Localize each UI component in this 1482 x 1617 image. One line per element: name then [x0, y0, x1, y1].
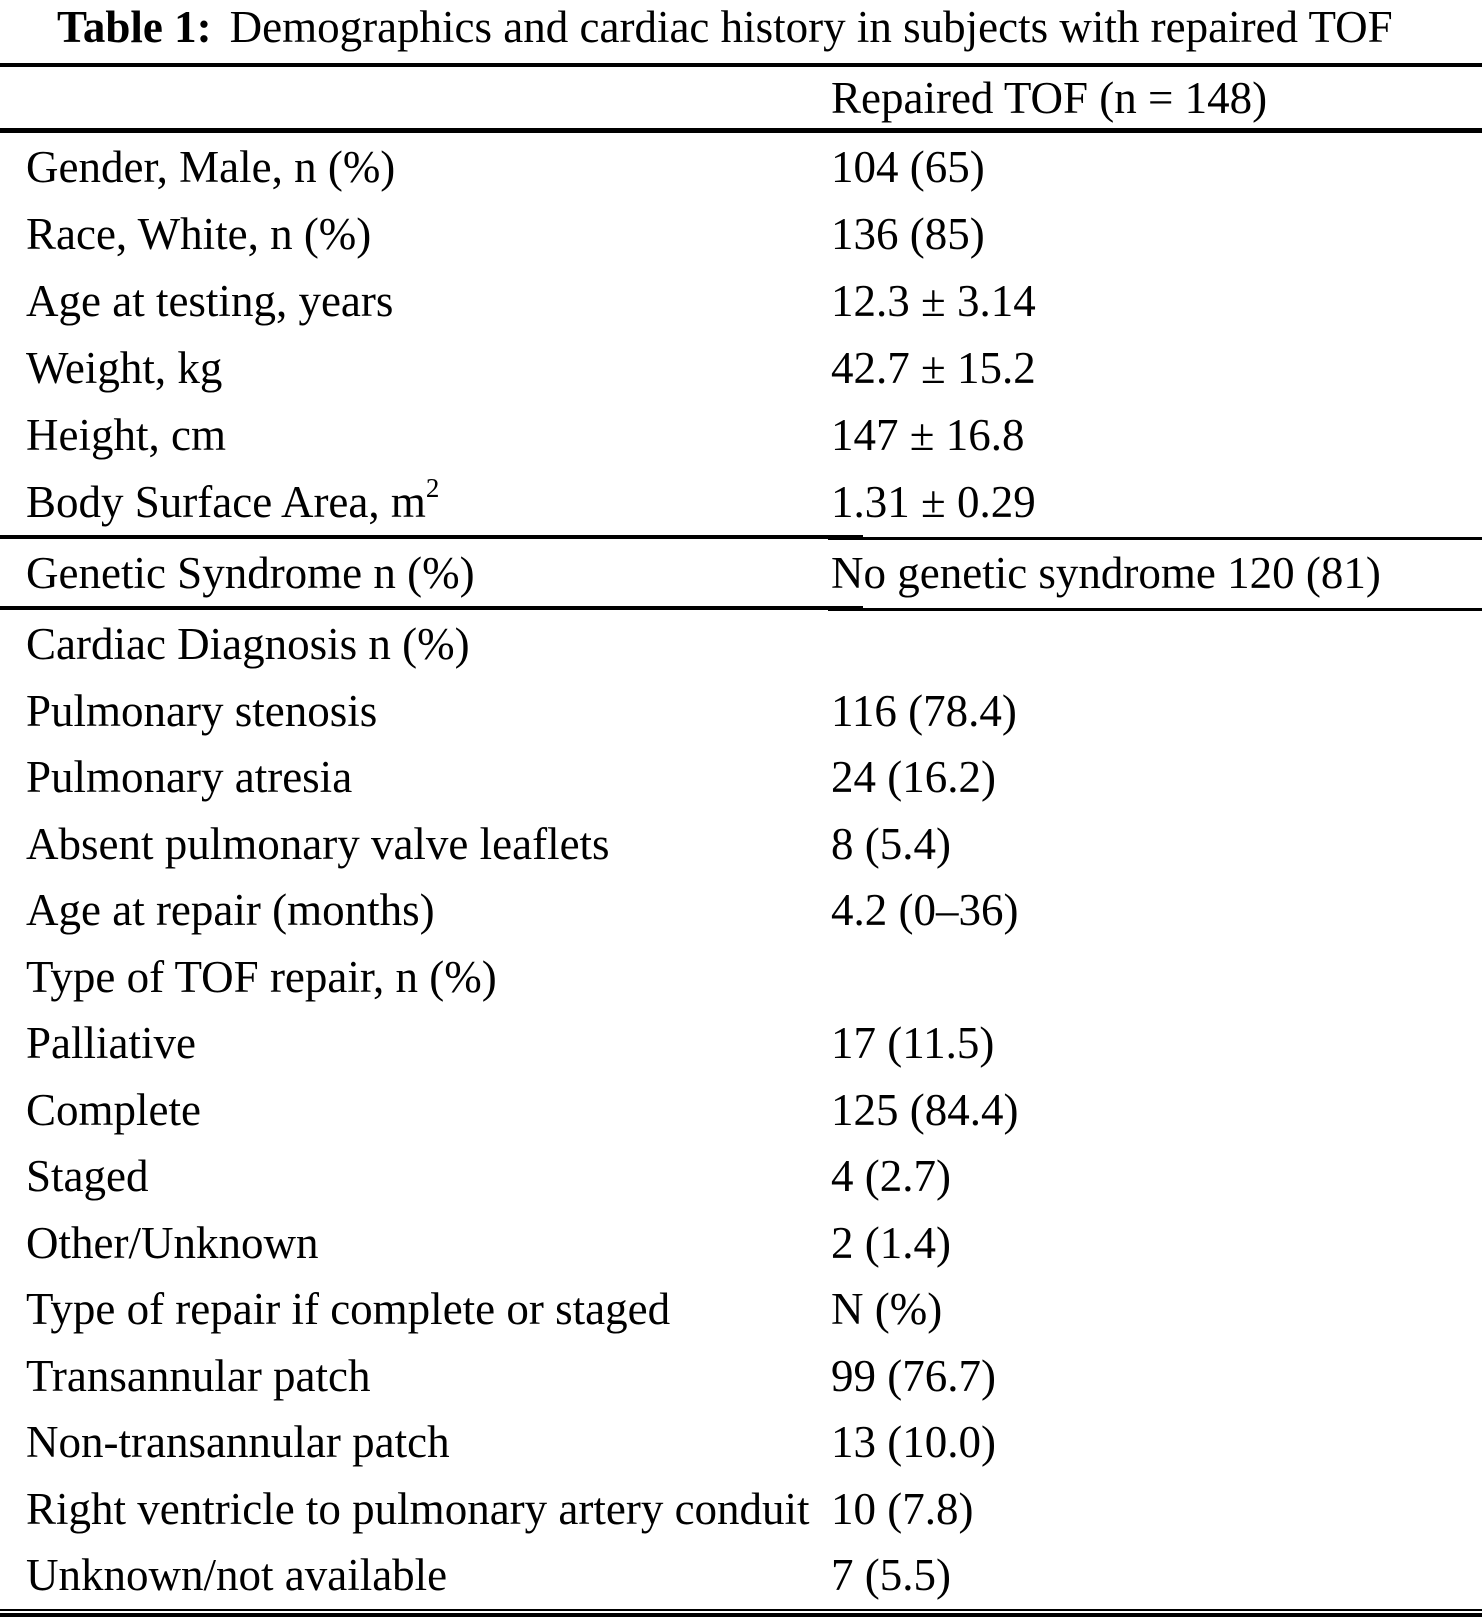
row-value: No genetic syndrome 120 (81) — [831, 548, 1381, 598]
row-value: 13 (10.0) — [831, 1417, 996, 1468]
row-unknown-not-available: Unknown/not available 7 (5.5) — [0, 1542, 1482, 1609]
row-weight: Weight, kg 42.7 ± 15.2 — [0, 334, 1482, 401]
row-height: Height, cm 147 ± 16.8 — [0, 401, 1482, 468]
row-label-text: Body Surface Area, m — [26, 476, 426, 527]
rule-segment-left — [0, 535, 863, 539]
row-value: 8 (5.4) — [831, 818, 951, 869]
section-cardiac-history: Cardiac Diagnosis n (%) Pulmonary stenos… — [0, 611, 1482, 1609]
row-value: 4 (2.7) — [831, 1151, 951, 1202]
rule-segment-left — [0, 606, 863, 610]
row-label: Absent pulmonary valve leaflets — [26, 818, 610, 869]
row-absent-pulmonary-valve-leaflets: Absent pulmonary valve leaflets 8 (5.4) — [0, 811, 1482, 878]
row-label-superscript: 2 — [425, 472, 440, 503]
row-staged: Staged 4 (2.7) — [0, 1143, 1482, 1210]
row-label: Height, cm — [26, 409, 226, 460]
row-type-of-tof-repair: Type of TOF repair, n (%) — [0, 944, 1482, 1011]
row-value: 7 (5.5) — [831, 1550, 951, 1601]
table-caption: Table 1: Demographics and cardiac history… — [0, 0, 1482, 63]
row-value: 2 (1.4) — [831, 1217, 951, 1268]
row-pulmonary-atresia: Pulmonary atresia 24 (16.2) — [0, 744, 1482, 811]
column-header: Repaired TOF (n = 148) — [831, 72, 1268, 123]
row-label: Non-transannular patch — [26, 1417, 450, 1468]
row-value: 10 (7.8) — [831, 1483, 974, 1534]
row-pulmonary-stenosis: Pulmonary stenosis 116 (78.4) — [0, 678, 1482, 745]
row-value: 99 (76.7) — [831, 1350, 996, 1401]
rule-bottom-thick — [0, 1613, 1482, 1617]
row-label: Body Surface Area, m2 — [0, 472, 831, 528]
table-caption-number: Table 1: — [57, 2, 212, 52]
row-transannular-patch: Transannular patch 99 (76.7) — [0, 1343, 1482, 1410]
row-label: Race, White, n (%) — [26, 208, 372, 259]
row-value: 12.3 ± 3.14 — [831, 275, 1036, 326]
row-type-of-repair-if-complete-or-staged: Type of repair if complete or staged N (… — [0, 1276, 1482, 1343]
rule-above-genetic-syndrome — [0, 535, 1482, 540]
row-race: Race, White, n (%) 136 (85) — [0, 200, 1482, 267]
rule-segment-right — [828, 536, 1482, 540]
row-rv-to-pa-conduit: Right ventricle to pulmonary artery cond… — [0, 1476, 1482, 1543]
row-non-transannular-patch: Non-transannular patch 13 (10.0) — [0, 1409, 1482, 1476]
row-palliative: Palliative 17 (11.5) — [0, 1010, 1482, 1077]
row-label: Age at testing, years — [26, 275, 394, 326]
row-genetic-syndrome: Genetic Syndrome n (%) No genetic syndro… — [0, 540, 1482, 606]
row-complete: Complete 125 (84.4) — [0, 1077, 1482, 1144]
table-header-row: Repaired TOF (n = 148) — [0, 67, 1482, 128]
row-value: 116 (78.4) — [831, 685, 1017, 736]
row-cardiac-diagnosis: Cardiac Diagnosis n (%) — [0, 611, 1482, 678]
row-label: Transannular patch — [26, 1350, 371, 1401]
table-caption-text: Demographics and cardiac history in subj… — [229, 2, 1393, 52]
row-label: Other/Unknown — [26, 1217, 319, 1268]
row-value: N (%) — [831, 1284, 943, 1335]
row-label: Type of repair if complete or staged — [26, 1284, 671, 1335]
rule-below-header — [0, 128, 1482, 133]
row-label: Unknown/not available — [26, 1550, 448, 1601]
section-demographics: Gender, Male, n (%) 104 (65) Race, White… — [0, 133, 1482, 535]
row-value: 125 (84.4) — [831, 1084, 1019, 1135]
rule-below-genetic-syndrome — [0, 606, 1482, 611]
row-label: Type of TOF repair, n (%) — [26, 951, 497, 1002]
row-value: 4.2 (0–36) — [831, 885, 1019, 936]
row-gender: Gender, Male, n (%) 104 (65) — [0, 133, 1482, 200]
row-label: Weight, kg — [26, 342, 223, 393]
rule-bottom-thin — [0, 1608, 1482, 1611]
row-age-at-repair: Age at repair (months) 4.2 (0–36) — [0, 877, 1482, 944]
row-label: Pulmonary stenosis — [26, 685, 378, 736]
rule-top — [0, 63, 1482, 67]
row-label: Pulmonary atresia — [26, 752, 353, 803]
row-other-unknown: Other/Unknown 2 (1.4) — [0, 1210, 1482, 1277]
row-label: Genetic Syndrome n (%) — [26, 548, 475, 598]
rule-segment-right — [828, 607, 1482, 611]
row-label: Gender, Male, n (%) — [26, 141, 396, 192]
row-label: Palliative — [26, 1018, 196, 1069]
rule-bottom-gap — [0, 1610, 1482, 1613]
row-label: Age at repair (months) — [26, 885, 435, 936]
row-value: 136 (85) — [831, 208, 985, 259]
row-label: Complete — [26, 1084, 201, 1135]
row-label: Right ventricle to pulmonary artery cond… — [26, 1483, 810, 1534]
row-value: 42.7 ± 15.2 — [831, 342, 1036, 393]
row-value: 24 (16.2) — [831, 752, 996, 803]
row-body-surface-area: Body Surface Area, m2 1.31 ± 0.29 — [0, 468, 1482, 535]
row-value: 1.31 ± 0.29 — [831, 476, 1036, 527]
row-age-at-testing: Age at testing, years 12.3 ± 3.14 — [0, 267, 1482, 334]
row-value: 147 ± 16.8 — [831, 409, 1025, 460]
row-value: 104 (65) — [831, 141, 985, 192]
row-label: Cardiac Diagnosis n (%) — [26, 619, 470, 670]
row-value: 17 (11.5) — [831, 1018, 995, 1069]
row-label: Staged — [26, 1151, 149, 1202]
